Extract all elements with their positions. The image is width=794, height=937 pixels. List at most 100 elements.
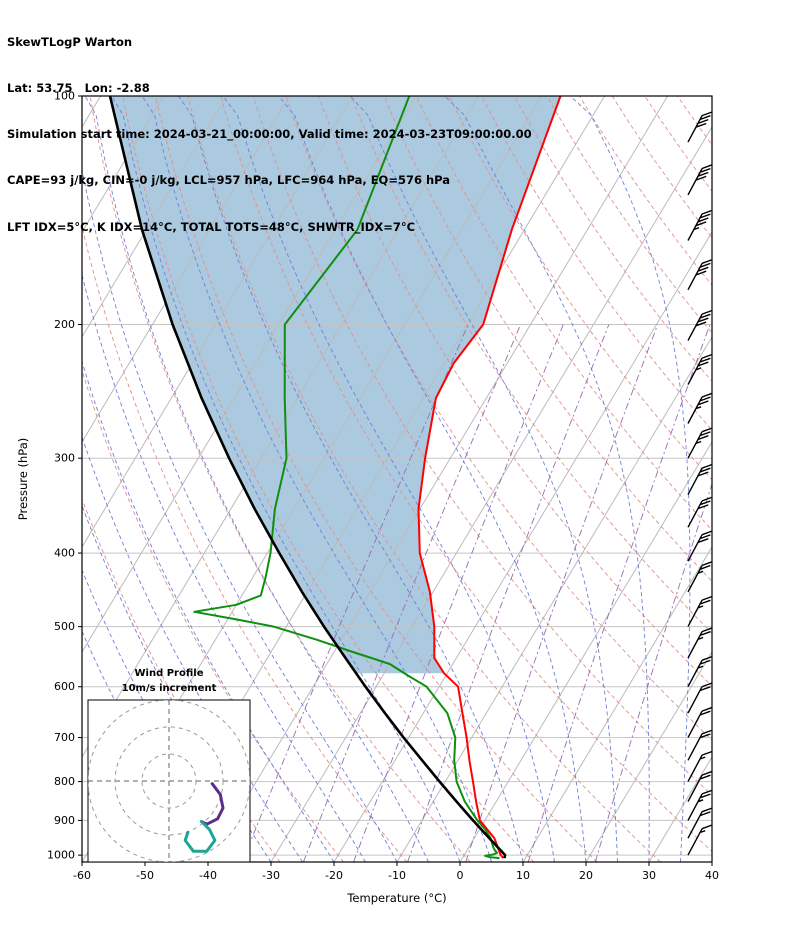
y-tick-label: 300 [54, 452, 75, 465]
hodograph-content [88, 700, 250, 862]
hodograph-ring [141, 753, 197, 809]
moist-adiabat-line [178, 96, 524, 862]
wind-barb [687, 706, 713, 738]
wind-barb [687, 427, 713, 459]
isotherm-line [82, 96, 165, 233]
wind-barb [687, 463, 713, 495]
y-tick-label: 200 [54, 318, 75, 331]
isotherm-line [522, 546, 712, 862]
y-tick-label: 700 [54, 731, 75, 744]
hodograph-subtitle: 10m/s increment [122, 683, 217, 694]
moist-adiabat-line [82, 435, 303, 862]
isotherm-line [333, 231, 712, 862]
wind-barb [687, 353, 713, 385]
wind-barb [687, 111, 713, 143]
wind-barb [687, 309, 713, 341]
isotherm-line [82, 96, 291, 443]
cape-fill [110, 96, 561, 674]
wind-barbs [687, 111, 713, 856]
plot-title: SkewTLogP Warton [7, 34, 133, 49]
wind-barb [687, 824, 713, 856]
wind-barb [687, 789, 713, 821]
dry-adiabat-line [383, 96, 712, 582]
mixing-ratio-line [353, 324, 564, 862]
y-axis-label: Pressure (hPa) [16, 438, 30, 521]
isotherm-line [648, 756, 712, 862]
x-axis-label: Temperature (°C) [346, 891, 446, 905]
dry-adiabat-line [122, 96, 534, 862]
dry-adiabat-line [220, 96, 712, 853]
moist-adiabat-line [569, 96, 691, 862]
indices-line-2: LFT IDX=5°C, K IDX=14°C, TOTAL TOTS=48°C… [7, 219, 416, 234]
hodograph-inset: Wind Profile 10m/s increment [87, 668, 251, 863]
y-tick-label: 600 [54, 680, 75, 693]
isotherm-line [711, 861, 712, 862]
dry-adiabat-line [82, 224, 408, 862]
dry-adiabat-line [187, 96, 661, 862]
wind-barb [687, 258, 713, 291]
y-tick-label: 500 [54, 620, 75, 633]
wind-barb [687, 770, 713, 802]
mixing-ratio-line [465, 324, 659, 862]
x-tick-label: 40 [705, 869, 719, 882]
wind-barb [687, 561, 713, 593]
wind-barb [687, 164, 713, 196]
cape-shading [110, 96, 561, 674]
isotherm-line [585, 651, 712, 862]
header-block: SkewTLogP Warton Lat: 53.75 Lon: -2.88 S… [7, 4, 532, 266]
dry-adiabat-line [579, 96, 712, 286]
moist-adiabat-line [84, 96, 429, 862]
x-tick-label: -30 [262, 869, 280, 882]
y-tick-label: 400 [54, 547, 75, 560]
wind-barb [687, 496, 713, 528]
wind-barb [687, 595, 713, 627]
temperature-curve [417, 96, 562, 859]
moist-adiabat-line [82, 167, 398, 862]
mixing-ratio-line [241, 324, 469, 862]
dry-adiabat-line [154, 96, 598, 862]
moist-adiabat-line [222, 96, 555, 862]
dry-adiabat-line [513, 96, 712, 382]
x-tick-label: -50 [136, 869, 154, 882]
isotherm-line [82, 96, 228, 338]
wind-barb [687, 627, 713, 659]
mixing-ratio-line [527, 324, 711, 862]
y-tick-label: 1000 [47, 849, 75, 862]
hodograph-ring [114, 726, 224, 836]
dry-adiabat-line [644, 96, 712, 192]
dry-adiabat-line [415, 96, 712, 531]
wind-barb [687, 750, 713, 782]
parcel-curve [108, 96, 507, 859]
y-tick-label: 100 [54, 90, 75, 103]
wind-barb [687, 729, 713, 761]
isotherm-line [82, 96, 417, 653]
y-tick-label: 800 [54, 775, 75, 788]
moist-adiabat-line [349, 96, 618, 862]
hodograph-trace-0 [199, 782, 225, 826]
dry-adiabat-line [285, 96, 712, 741]
moist-adiabat-line [82, 360, 335, 862]
mixing-ratio-line [407, 324, 610, 862]
moist-adiabat-line [711, 856, 712, 862]
dry-adiabat-line [611, 96, 712, 239]
x-tick-label: 10 [516, 869, 530, 882]
profiles [108, 96, 562, 860]
hodograph-title: Wind Profile [135, 668, 204, 679]
y-tick-label: 900 [54, 814, 75, 827]
moist-adiabat-line [111, 96, 461, 862]
dry-adiabat-line [350, 96, 712, 634]
x-tick-label: 0 [457, 869, 464, 882]
x-tick-label: 20 [579, 869, 593, 882]
dewpoint-curve [193, 96, 500, 860]
x-tick-label: -20 [325, 869, 343, 882]
moist-adiabat-line [82, 273, 366, 862]
dry-adiabat-line [546, 96, 712, 334]
moist-adiabat-line [141, 96, 492, 862]
isotherm-line [82, 96, 354, 548]
x-tick-label: -40 [199, 869, 217, 882]
indices-line-1: CAPE=93 j/kg, CIN=-0 j/kg, LCL=957 hPa, … [7, 173, 451, 188]
wind-barb [687, 209, 713, 241]
